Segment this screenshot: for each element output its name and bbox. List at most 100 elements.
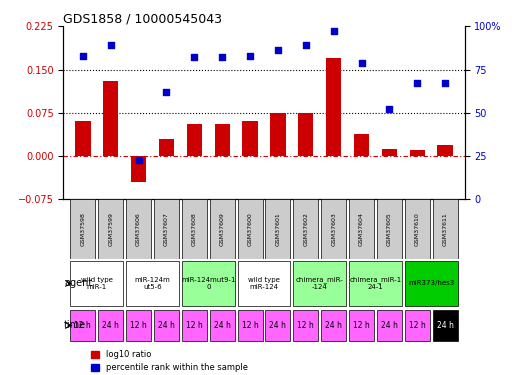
Bar — [410, 150, 425, 156]
Text: 24 h: 24 h — [381, 321, 398, 330]
Text: wild type
miR-1: wild type miR-1 — [81, 277, 113, 290]
FancyBboxPatch shape — [405, 200, 430, 259]
Text: GSM37607: GSM37607 — [164, 212, 169, 246]
Text: 12 h: 12 h — [297, 321, 314, 330]
Point — [357, 60, 366, 66]
FancyBboxPatch shape — [293, 200, 318, 259]
FancyBboxPatch shape — [377, 200, 402, 259]
FancyBboxPatch shape — [405, 261, 458, 306]
Text: 24 h: 24 h — [158, 321, 175, 330]
Bar — [270, 113, 286, 156]
Bar — [298, 113, 314, 156]
FancyBboxPatch shape — [432, 310, 458, 341]
Text: 12 h: 12 h — [242, 321, 258, 330]
Text: 12 h: 12 h — [186, 321, 203, 330]
FancyBboxPatch shape — [266, 310, 290, 341]
Text: chimera_miR-1
24-1: chimera_miR-1 24-1 — [350, 276, 402, 290]
Point — [441, 80, 449, 86]
FancyBboxPatch shape — [321, 200, 346, 259]
Text: 12 h: 12 h — [409, 321, 426, 330]
Point — [190, 54, 199, 60]
Point — [246, 53, 254, 58]
FancyBboxPatch shape — [182, 310, 207, 341]
Text: time: time — [64, 321, 86, 330]
Bar — [131, 156, 146, 182]
Text: GSM37611: GSM37611 — [442, 212, 448, 246]
FancyBboxPatch shape — [321, 310, 346, 341]
FancyBboxPatch shape — [293, 261, 346, 306]
Point — [134, 156, 143, 162]
Text: miR-124m
ut5-6: miR-124m ut5-6 — [135, 277, 171, 290]
Legend: log10 ratio, percentile rank within the sample: log10 ratio, percentile rank within the … — [88, 347, 251, 375]
Bar — [75, 122, 90, 156]
FancyBboxPatch shape — [293, 310, 318, 341]
FancyBboxPatch shape — [98, 200, 123, 259]
FancyBboxPatch shape — [70, 200, 96, 259]
Text: GSM37603: GSM37603 — [331, 212, 336, 246]
Text: wild type
miR-124: wild type miR-124 — [248, 277, 280, 290]
Text: miR373/hes3: miR373/hes3 — [408, 280, 454, 286]
Point — [107, 42, 115, 48]
Text: 12 h: 12 h — [353, 321, 370, 330]
Text: GSM37608: GSM37608 — [192, 212, 197, 246]
Text: GSM37610: GSM37610 — [415, 212, 420, 246]
FancyBboxPatch shape — [182, 200, 207, 259]
FancyBboxPatch shape — [70, 310, 96, 341]
FancyBboxPatch shape — [238, 310, 262, 341]
Bar — [214, 124, 230, 156]
Point — [79, 53, 87, 58]
FancyBboxPatch shape — [405, 310, 430, 341]
Text: 24 h: 24 h — [269, 321, 286, 330]
Text: GSM37598: GSM37598 — [80, 212, 86, 246]
Text: 24 h: 24 h — [325, 321, 342, 330]
Text: miR-124mut9-1
0: miR-124mut9-1 0 — [181, 277, 235, 290]
Point — [218, 54, 227, 60]
Point — [385, 106, 394, 112]
Text: GSM37604: GSM37604 — [359, 212, 364, 246]
Bar — [159, 139, 174, 156]
Text: 12 h: 12 h — [74, 321, 91, 330]
Text: 24 h: 24 h — [214, 321, 231, 330]
Bar — [354, 134, 369, 156]
Text: 24 h: 24 h — [102, 321, 119, 330]
FancyBboxPatch shape — [126, 261, 179, 306]
FancyBboxPatch shape — [98, 310, 123, 341]
FancyBboxPatch shape — [432, 200, 458, 259]
FancyBboxPatch shape — [238, 200, 262, 259]
Point — [413, 80, 421, 86]
Text: 24 h: 24 h — [437, 321, 454, 330]
FancyBboxPatch shape — [377, 310, 402, 341]
Text: GDS1858 / 10000545043: GDS1858 / 10000545043 — [63, 12, 222, 25]
FancyBboxPatch shape — [210, 200, 235, 259]
FancyBboxPatch shape — [238, 261, 290, 306]
FancyBboxPatch shape — [154, 200, 179, 259]
Bar — [187, 124, 202, 156]
FancyBboxPatch shape — [349, 261, 402, 306]
FancyBboxPatch shape — [266, 200, 290, 259]
Text: GSM37602: GSM37602 — [303, 212, 308, 246]
FancyBboxPatch shape — [182, 261, 235, 306]
FancyBboxPatch shape — [70, 261, 123, 306]
FancyBboxPatch shape — [126, 310, 151, 341]
Text: GSM37600: GSM37600 — [248, 212, 252, 246]
Text: GSM37606: GSM37606 — [136, 212, 141, 246]
Text: GSM37601: GSM37601 — [276, 212, 280, 246]
Bar — [326, 58, 341, 156]
Bar — [103, 81, 118, 156]
FancyBboxPatch shape — [210, 310, 235, 341]
Point — [274, 48, 282, 54]
FancyBboxPatch shape — [349, 200, 374, 259]
Text: GSM37605: GSM37605 — [387, 212, 392, 246]
Text: agent: agent — [64, 278, 92, 288]
Text: 12 h: 12 h — [130, 321, 147, 330]
Bar — [242, 122, 258, 156]
Bar — [382, 148, 397, 156]
FancyBboxPatch shape — [154, 310, 179, 341]
Point — [329, 28, 338, 34]
Text: GSM37609: GSM37609 — [220, 212, 225, 246]
Text: chimera_miR-
-124: chimera_miR- -124 — [296, 276, 344, 290]
Text: GSM37599: GSM37599 — [108, 212, 113, 246]
FancyBboxPatch shape — [126, 200, 151, 259]
Bar — [438, 144, 453, 156]
Point — [301, 42, 310, 48]
